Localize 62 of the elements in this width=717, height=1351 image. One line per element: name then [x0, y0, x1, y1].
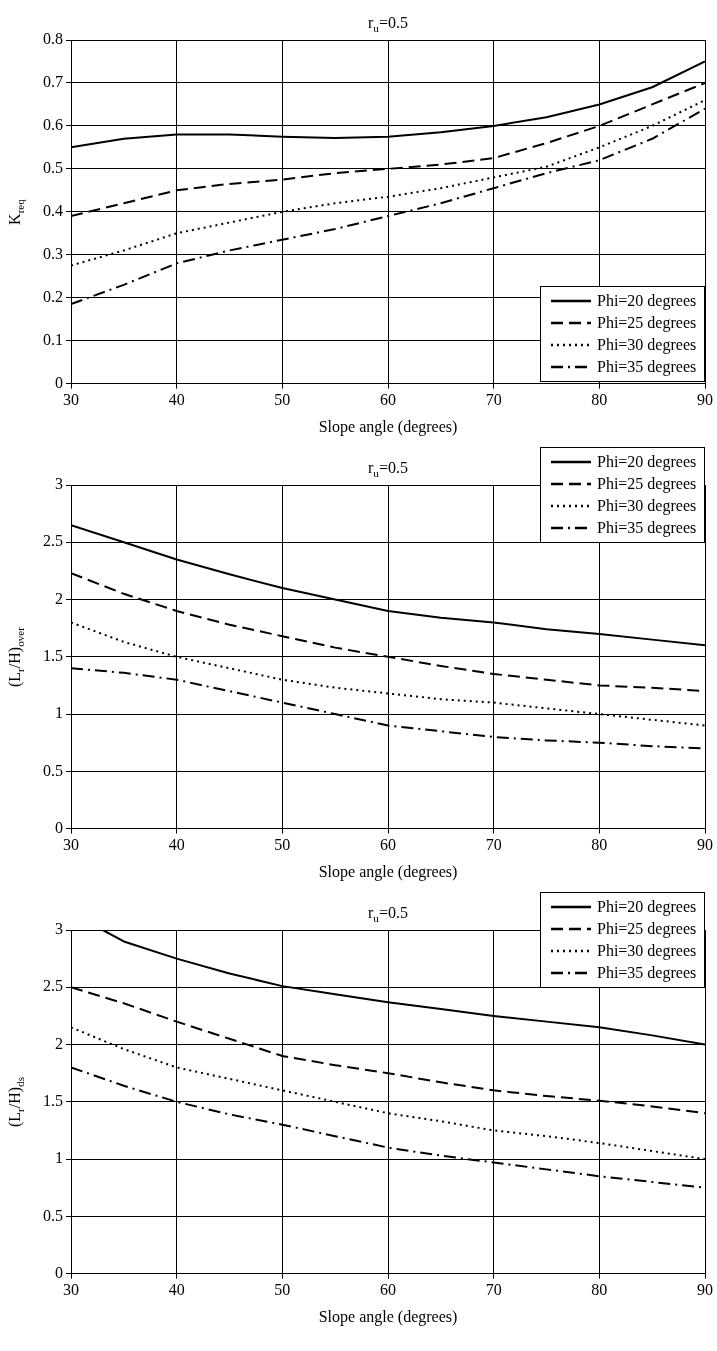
- x-tick-label: 60: [380, 391, 396, 409]
- legend-label: Phi=25 degrees: [597, 313, 697, 332]
- y-tick-label: 2: [55, 1034, 63, 1052]
- legend-label: Phi=25 degrees: [597, 920, 697, 938]
- y-tick-label: 0: [55, 818, 63, 836]
- x-tick-label: 40: [168, 1281, 185, 1299]
- y-tick-label: 0.5: [43, 761, 63, 779]
- x-axis-title: Slope angle (degrees): [318, 1307, 458, 1326]
- y-tick-label: 0: [55, 1263, 63, 1281]
- chart-title: r$_{u}$=0.5: [368, 14, 408, 35]
- legend-label: Phi=25 degrees: [597, 475, 697, 493]
- legend-label: Phi=35 degrees: [597, 519, 697, 537]
- x-tick-label: 40: [168, 836, 185, 854]
- legend-label: Phi=30 degrees: [597, 497, 697, 515]
- x-tick-label: 80: [591, 391, 608, 409]
- y-tick-label: 1.5: [43, 647, 63, 664]
- x-tick-label: 90: [697, 836, 713, 854]
- x-tick-label: 90: [697, 391, 713, 409]
- y-tick-label: 2: [55, 589, 63, 607]
- y-tick-label: 0.8: [43, 30, 63, 48]
- x-tick-label: 70: [485, 836, 502, 854]
- x-tick-label: 80: [591, 836, 608, 854]
- x-tick-label: 70: [485, 1281, 502, 1299]
- legend-label: Phi=35 degrees: [597, 964, 697, 982]
- y-tick-label: 2.5: [43, 532, 63, 550]
- y-tick-label: 0.4: [43, 202, 63, 219]
- x-tick-label: 30: [63, 1281, 79, 1299]
- legend-label: Phi=30 degrees: [597, 335, 697, 354]
- legend-label: Phi=20 degrees: [597, 453, 697, 471]
- x-tick-label: 40: [168, 391, 185, 409]
- x-axis-title: Slope angle (degrees): [318, 417, 458, 436]
- x-tick-label: 60: [380, 1281, 396, 1299]
- x-tick-label: 50: [274, 391, 291, 409]
- x-axis-title: Slope angle (degrees): [318, 862, 458, 881]
- y-tick-label: 2.5: [43, 977, 63, 995]
- x-tick-label: 50: [274, 836, 291, 854]
- y-tick-label: 0.3: [43, 244, 63, 262]
- chart-title: r$_{u}$=0.5: [368, 459, 408, 480]
- y-tick-label: 0.6: [43, 116, 63, 134]
- y-tick-label: 0.2: [43, 287, 63, 305]
- x-tick-label: 90: [697, 1281, 713, 1299]
- y-tick-label: 0.5: [43, 159, 63, 177]
- y-tick-label: 0.5: [43, 1206, 63, 1224]
- y-tick-label: 1.5: [43, 1092, 63, 1109]
- x-tick-label: 80: [591, 1281, 608, 1299]
- y-tick-label: 3: [55, 920, 63, 938]
- x-tick-label: 50: [274, 1281, 291, 1299]
- x-tick-label: 60: [380, 836, 396, 854]
- y-tick-label: 0.1: [43, 330, 63, 348]
- y-tick-label: 0.7: [43, 73, 63, 91]
- legend-label: Phi=20 degrees: [597, 291, 697, 310]
- legend-label: Phi=30 degrees: [597, 942, 697, 960]
- chart-title: r$_{u}$=0.5: [368, 904, 408, 925]
- legend-label: Phi=35 degrees: [597, 357, 697, 376]
- y-tick-label: 3: [55, 475, 63, 493]
- y-tick-label: 1: [55, 704, 63, 722]
- y-tick-label: 1: [55, 1149, 63, 1167]
- legend-label: Phi=20 degrees: [597, 898, 697, 916]
- x-tick-label: 30: [63, 391, 79, 409]
- x-tick-label: 30: [63, 836, 79, 854]
- x-tick-label: 70: [485, 391, 502, 409]
- y-tick-label: 0: [55, 373, 63, 391]
